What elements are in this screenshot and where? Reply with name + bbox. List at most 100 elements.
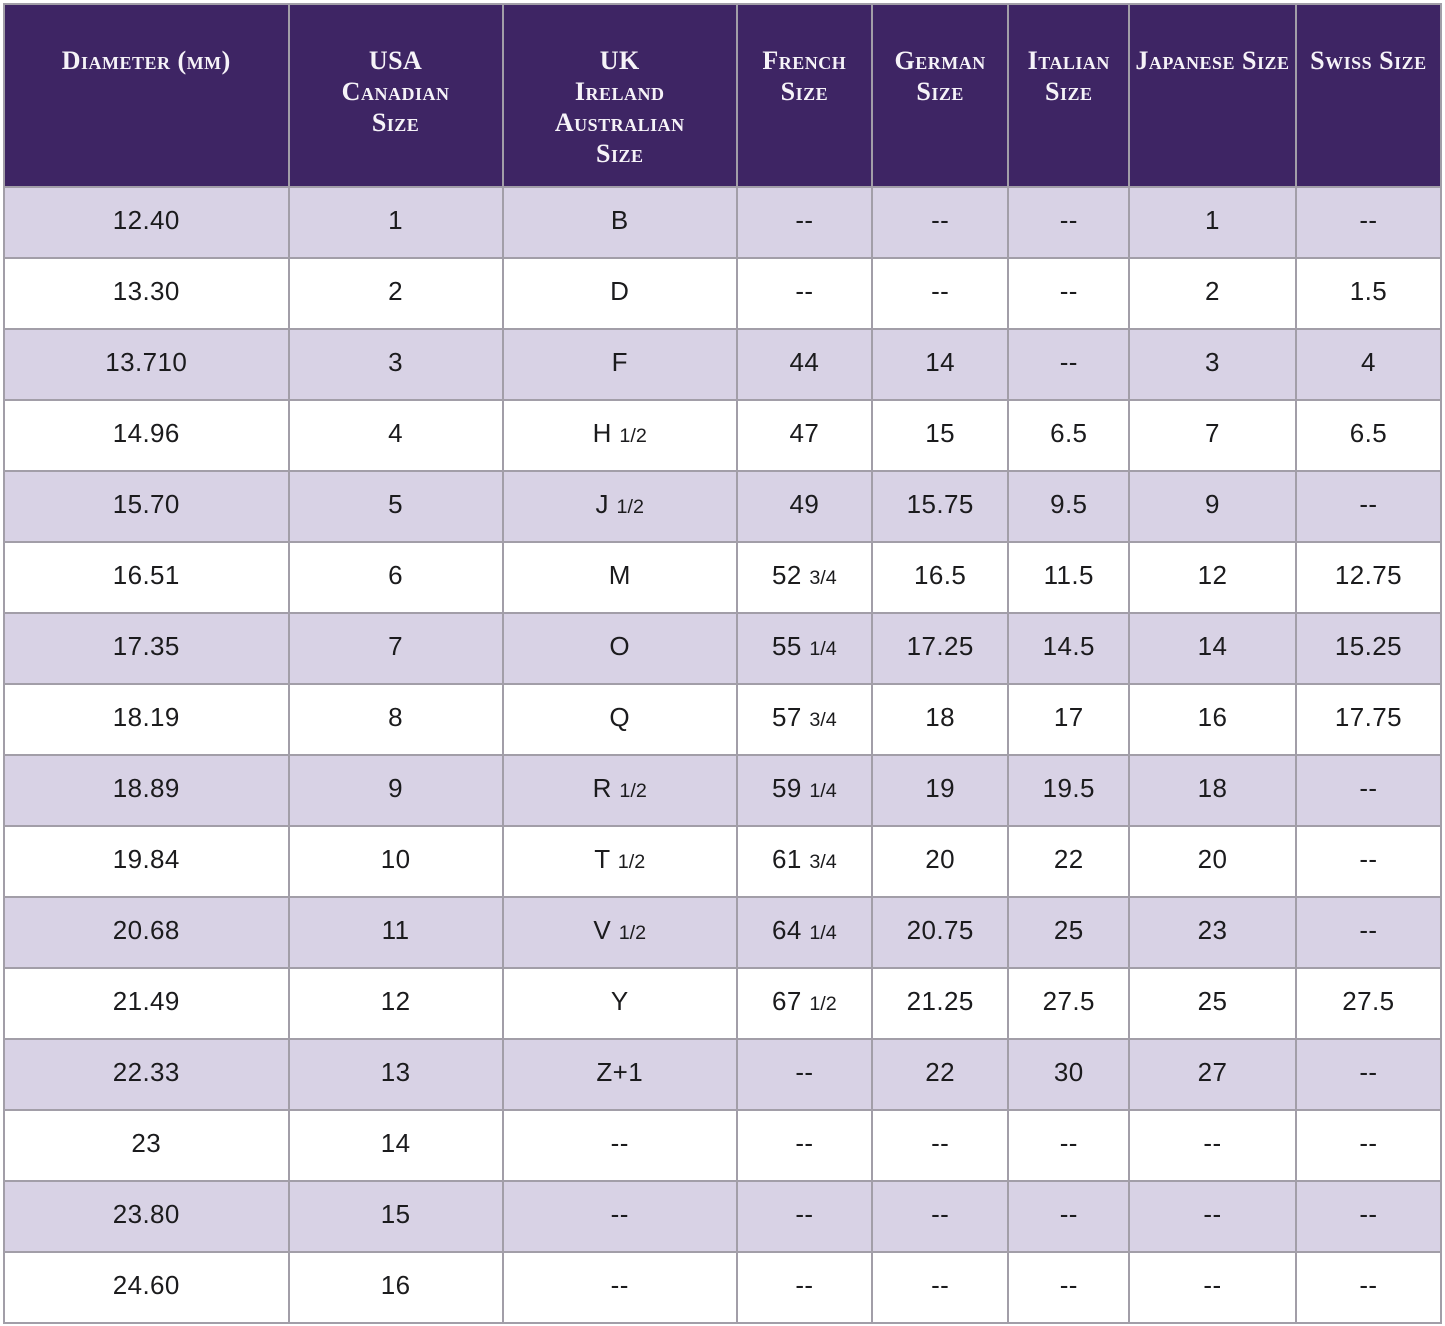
cell-uk-ireland-australian: M (501, 541, 738, 614)
cell-usa-canadian: 7 (287, 612, 504, 685)
cell-uk-ireland-australian: J 1/2 (501, 470, 738, 543)
cell-german: -- (870, 1180, 1010, 1253)
table-row: 13.710 3 F 44 14 -- 3 4 (3, 328, 1443, 401)
cell-swiss: 15.25 (1294, 612, 1443, 685)
fraction: 3/4 (809, 566, 837, 589)
cell-italian: 9.5 (1007, 470, 1131, 543)
cell-french: 59 1/4 (735, 754, 873, 827)
cell-japanese: 3 (1128, 328, 1297, 401)
cell-german: 20 (870, 825, 1010, 898)
table-row: 17.35 7 O 55 1/4 17.25 14.5 14 15.25 (3, 612, 1443, 685)
fraction: 1/2 (616, 495, 644, 518)
cell-french: -- (735, 257, 873, 330)
cell-swiss: -- (1294, 1038, 1443, 1111)
fraction: 1/4 (809, 779, 837, 802)
column-header-italian: Italian Size (1007, 3, 1131, 188)
cell-french: -- (735, 186, 873, 259)
cell-diameter-mm: 15.70 (3, 470, 290, 543)
column-header-usa-canadian: USA Canadian Size (287, 3, 504, 188)
cell-japanese: 18 (1128, 754, 1297, 827)
ring-size-conversion-table: Diameter (mm) USA Canadian Size UK Ireland Aus… (3, 3, 1443, 1324)
cell-uk-ireland-australian: Q (501, 683, 738, 756)
cell-diameter-mm: 16.51 (3, 541, 290, 614)
column-header-line: Swiss Size (1310, 46, 1427, 75)
cell-uk-ireland-australian: F (501, 328, 738, 401)
cell-japanese: 20 (1128, 825, 1297, 898)
cell-french: 55 1/4 (735, 612, 873, 685)
cell-french: 47 (735, 399, 873, 472)
cell-diameter-mm: 23 (3, 1109, 290, 1182)
cell-italian: 6.5 (1007, 399, 1131, 472)
cell-french: 67 1/2 (735, 967, 873, 1040)
cell-usa-canadian: 3 (287, 328, 504, 401)
table-row: 23 14 -- -- -- -- -- -- (3, 1109, 1443, 1182)
cell-uk-ireland-australian: -- (501, 1180, 738, 1253)
column-header-line: Size (780, 77, 829, 106)
table-row: 18.19 8 Q 57 3/4 18 17 16 17.75 (3, 683, 1443, 756)
cell-french: 52 3/4 (735, 541, 873, 614)
cell-italian: -- (1007, 1180, 1131, 1253)
cell-usa-canadian: 2 (287, 257, 504, 330)
cell-french: -- (735, 1109, 873, 1182)
cell-diameter-mm: 23.80 (3, 1180, 290, 1253)
fraction: 1/4 (809, 637, 837, 660)
cell-japanese: 25 (1128, 967, 1297, 1040)
cell-german: 17.25 (870, 612, 1010, 685)
cell-usa-canadian: 15 (287, 1180, 504, 1253)
table-row: 14.96 4 H 1/2 47 15 6.5 7 6.5 (3, 399, 1443, 472)
column-header-line: German (894, 46, 986, 75)
cell-uk-ireland-australian: R 1/2 (501, 754, 738, 827)
cell-german: -- (870, 186, 1010, 259)
cell-swiss: -- (1294, 896, 1443, 969)
cell-uk-ireland-australian: V 1/2 (501, 896, 738, 969)
column-header-line: USA (368, 46, 423, 75)
cell-german: 22 (870, 1038, 1010, 1111)
fraction: 3/4 (809, 708, 837, 731)
cell-swiss: 17.75 (1294, 683, 1443, 756)
cell-german: 21.25 (870, 967, 1010, 1040)
cell-swiss: 27.5 (1294, 967, 1443, 1040)
column-header-french: French Size (735, 3, 873, 188)
cell-italian: -- (1007, 1109, 1131, 1182)
cell-japanese: -- (1128, 1109, 1297, 1182)
cell-italian: -- (1007, 328, 1131, 401)
cell-german: 16.5 (870, 541, 1010, 614)
cell-swiss: -- (1294, 186, 1443, 259)
cell-usa-canadian: 16 (287, 1251, 504, 1324)
table-row: 18.89 9 R 1/2 59 1/4 19 19.5 18 -- (3, 754, 1443, 827)
cell-german: 18 (870, 683, 1010, 756)
table-row: 24.60 16 -- -- -- -- -- -- (3, 1251, 1443, 1324)
cell-german: -- (870, 257, 1010, 330)
cell-japanese: -- (1128, 1180, 1297, 1253)
table-row: 22.33 13 Z+1 -- 22 30 27 -- (3, 1038, 1443, 1111)
cell-usa-canadian: 13 (287, 1038, 504, 1111)
fraction: 1/2 (618, 921, 647, 944)
cell-swiss: 12.75 (1294, 541, 1443, 614)
cell-german: 19 (870, 754, 1010, 827)
cell-german: 20.75 (870, 896, 1010, 969)
cell-japanese: 7 (1128, 399, 1297, 472)
table-body: 12.40 1 B -- -- -- 1 -- 13.30 2 D -- -- -- 2 1.5 13.710 3… (3, 186, 1443, 1324)
table-row: 21.49 12 Y 67 1/2 21.25 27.5 25 27.5 (3, 967, 1443, 1040)
cell-diameter-mm: 22.33 (3, 1038, 290, 1111)
fraction: 1/2 (619, 779, 647, 802)
cell-italian: 27.5 (1007, 967, 1131, 1040)
cell-german: 15.75 (870, 470, 1010, 543)
cell-french: 61 3/4 (735, 825, 873, 898)
cell-swiss: 6.5 (1294, 399, 1443, 472)
cell-italian: 22 (1007, 825, 1131, 898)
cell-italian: 25 (1007, 896, 1131, 969)
cell-diameter-mm: 14.96 (3, 399, 290, 472)
cell-usa-canadian: 6 (287, 541, 504, 614)
cell-italian: -- (1007, 257, 1131, 330)
column-header-line: Canadian (341, 77, 450, 106)
cell-german: -- (870, 1251, 1010, 1324)
cell-swiss: 1.5 (1294, 257, 1443, 330)
table-row: 20.68 11 V 1/2 64 1/4 20.75 25 23 -- (3, 896, 1443, 969)
column-header-diameter-mm: Diameter (mm) (3, 3, 290, 188)
table-row: 23.80 15 -- -- -- -- -- -- (3, 1180, 1443, 1253)
cell-diameter-mm: 18.89 (3, 754, 290, 827)
column-header-swiss: Swiss Size (1294, 3, 1443, 188)
table-row: 12.40 1 B -- -- -- 1 -- (3, 186, 1443, 259)
column-header-line: Size (1045, 77, 1093, 106)
